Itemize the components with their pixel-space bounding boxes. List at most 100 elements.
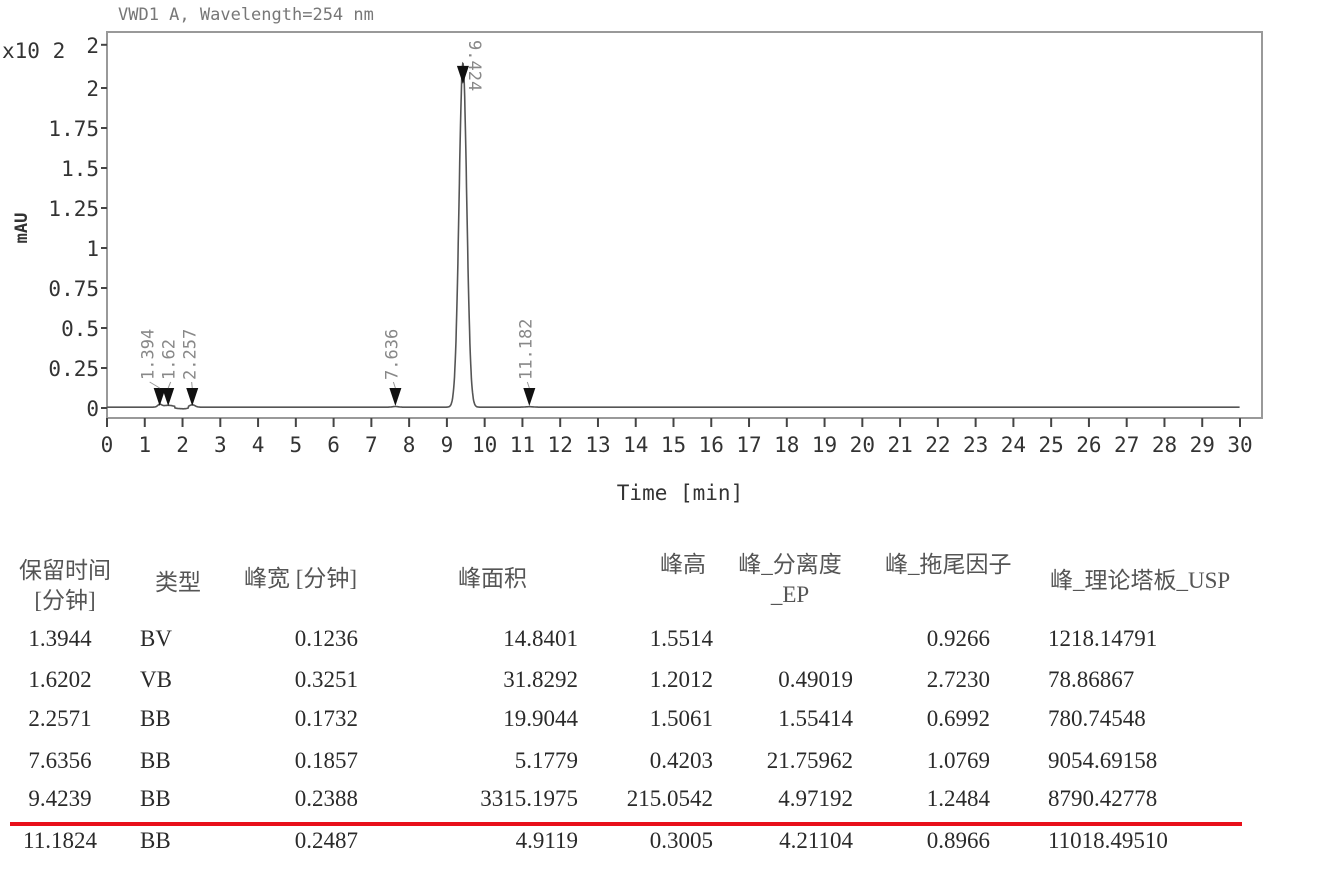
table-cell: BB [140,786,171,811]
y-axis-label: mAU [12,213,32,244]
table-cell: 0.6992 [926,706,990,731]
column-header: 峰_理论塔板_USP [1050,566,1230,596]
column-header: 峰高 [660,550,706,580]
table-cell: 0.9266 [926,626,990,651]
table-cell: 0.2388 [294,786,358,811]
x-tick-label: 12 [548,433,573,457]
peak-marker [389,388,402,406]
column-header: 保留时间 [分钟] [10,556,120,616]
y-tick-label: 1 [86,237,99,261]
table-cell: 19.9044 [503,706,578,731]
peak-marker [523,388,536,406]
x-tick-label: 1 [138,433,151,457]
column-header: 类型 [155,568,201,598]
table-cell: 9.4239 [28,786,92,811]
x-tick-label: 0 [101,433,114,457]
x-tick-label: 24 [1001,433,1026,457]
column-header-line: 保留时间 [19,558,111,583]
table-cell: BB [140,748,171,773]
x-tick-label: 8 [403,433,416,457]
x-tick-label: 11 [510,433,535,457]
peak-leader-line [191,381,193,389]
y-multiplier: x10 2 [2,39,65,63]
y-tick-label: 2 [86,34,99,58]
table-cell: 1.55414 [778,706,853,731]
column-header-line: 峰_分离度 [738,552,842,577]
chart-title: VWD1 A, Wavelength=254 nm [118,5,374,25]
table-cell: BV [140,626,172,651]
x-tick-label: 3 [214,433,227,457]
table-cell: 5.1779 [514,748,578,773]
x-tick-label: 27 [1114,433,1139,457]
x-tick-label: 18 [774,433,799,457]
table-cell: 4.97192 [778,786,853,811]
table-cell: 1.3944 [28,626,92,651]
y-tick-label: 0.5 [61,317,99,341]
peak-marker [186,388,199,406]
x-tick-label: 7 [365,433,378,457]
column-header: 峰_分离度 _EP [730,550,850,610]
table-cell: 11.1824 [23,828,97,853]
y-tick-label: 0.25 [48,357,99,381]
peak-leader-line [392,381,396,389]
x-tick-label: 17 [736,433,761,457]
y-tick-label: 1.5 [61,157,99,181]
x-tick-label: 21 [887,433,912,457]
table-cell: 215.0542 [626,786,713,811]
table-cell: 0.1857 [294,748,358,773]
column-header-line: 峰_拖尾因子 [885,552,1012,577]
table-cell: 0.49019 [778,667,853,692]
peak-leader-line [526,381,530,389]
table-cell: 2.7230 [926,667,990,692]
column-header-line: _EP [770,582,810,607]
peak-label: 9.424 [464,40,484,91]
x-tick-label: 13 [585,433,610,457]
table-cell: 4.9119 [515,828,578,853]
table-cell: 9054.69158 [1048,748,1158,773]
x-axis-label: Time [min] [617,481,743,505]
peak-label: 1.62 [160,339,180,380]
x-tick-label: 26 [1076,433,1101,457]
column-header: 峰_拖尾因子 [885,550,1012,580]
table-cell: 11018.49510 [1048,828,1168,853]
chromatogram-trace [107,61,1240,410]
x-tick-label: 22 [925,433,950,457]
x-tick-label: 16 [699,433,724,457]
x-tick-label: 25 [1039,433,1064,457]
peak-label: 2.257 [181,329,201,380]
table-cell: 1.0769 [926,748,990,773]
table-cell: BB [140,706,171,731]
peak-label: 1.394 [139,329,159,380]
column-header-line: 峰面积 [458,566,527,591]
column-header-line: 峰高 [660,552,706,577]
y-tick-label: 0.75 [48,277,99,301]
table-cell: 1.2484 [926,786,990,811]
peak-marker [456,65,469,84]
peak-label: 11.182 [516,319,536,380]
x-tick-label: 10 [472,433,497,457]
x-tick-label: 14 [623,433,648,457]
peak-leader-line [149,381,160,389]
x-tick-label: 28 [1152,433,1177,457]
y-tick-label: 1.25 [48,197,99,221]
table-cell: 0.1236 [294,626,358,651]
table-cell: 1.6202 [28,667,92,692]
table-cell: 78.86867 [1048,667,1135,692]
column-header: 峰宽 [分钟] [244,564,357,594]
table-cell: 2.2571 [28,706,92,731]
column-header-line: 类型 [155,570,201,595]
table-cell: 780.74548 [1048,706,1146,731]
peak-marker [153,388,166,406]
column-header-line: 峰_理论塔板_USP [1050,568,1231,593]
table-cell: 0.3005 [649,828,713,853]
column-header-line: [分钟] [34,588,96,613]
table-cell: 0.2487 [294,828,358,853]
table-cell: 31.8292 [503,667,578,692]
table-cell: 0.1732 [294,706,358,731]
table-cell: VB [140,667,172,692]
table-cell: 0.3251 [294,667,358,692]
column-header: 峰面积 [458,564,527,594]
y-tick-label: 1.75 [48,117,99,141]
x-tick-label: 23 [963,433,988,457]
y-tick-label: 2 [86,77,99,101]
